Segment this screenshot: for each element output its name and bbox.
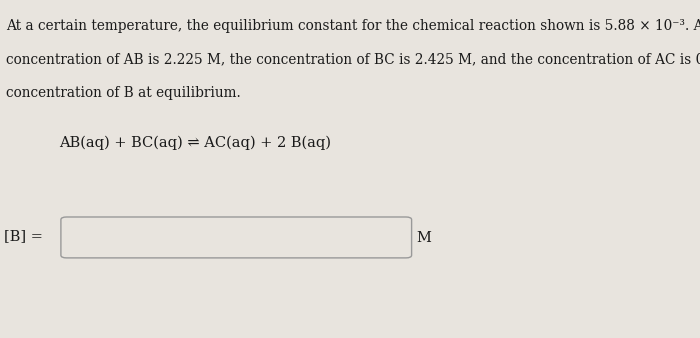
Text: concentration of AB is 2.225 M, the concentration of BC is 2.425 M, and the conc: concentration of AB is 2.225 M, the conc… — [6, 52, 700, 66]
Text: At a certain temperature, the equilibrium constant for the chemical reaction sho: At a certain temperature, the equilibriu… — [6, 19, 700, 32]
Text: AB(aq) + BC(aq) ⇌ AC(aq) + 2 B(aq): AB(aq) + BC(aq) ⇌ AC(aq) + 2 B(aq) — [60, 135, 332, 150]
Text: M: M — [416, 231, 431, 245]
FancyBboxPatch shape — [61, 217, 412, 258]
Text: [B] =: [B] = — [4, 230, 43, 244]
Text: concentration of B at equilibrium.: concentration of B at equilibrium. — [6, 86, 240, 100]
